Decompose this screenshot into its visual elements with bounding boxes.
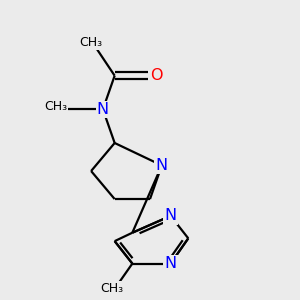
Text: N: N <box>164 256 177 271</box>
Text: N: N <box>164 208 177 224</box>
Text: N: N <box>156 158 168 173</box>
Text: CH₃: CH₃ <box>80 35 103 49</box>
Text: N: N <box>97 102 109 117</box>
Text: O: O <box>150 68 162 83</box>
Text: CH₃: CH₃ <box>44 100 67 113</box>
Text: CH₃: CH₃ <box>100 282 123 295</box>
